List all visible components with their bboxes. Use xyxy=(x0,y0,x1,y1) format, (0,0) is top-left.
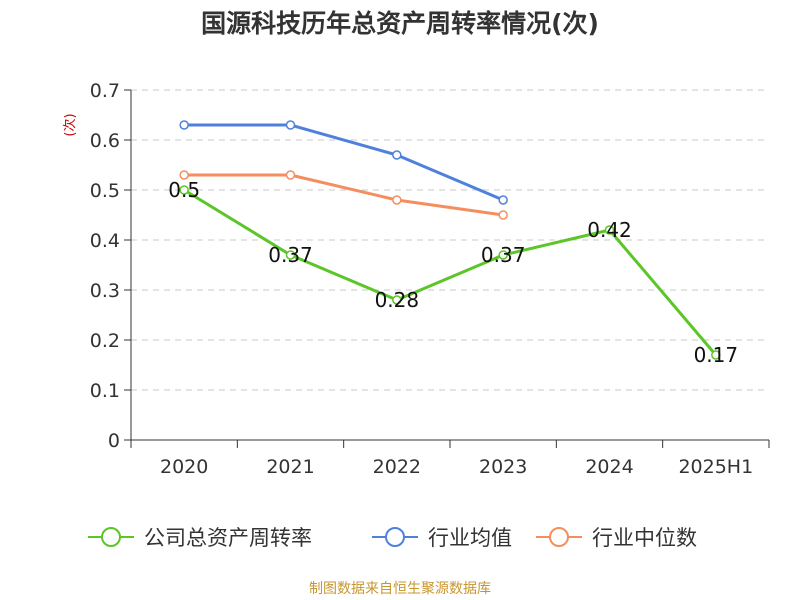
data-label: 0.17 xyxy=(694,343,739,367)
data-source: 制图数据来自恒生聚源数据库 xyxy=(309,581,491,597)
data-point xyxy=(604,225,615,235)
data-point xyxy=(179,185,189,195)
data-point xyxy=(392,295,402,305)
series-line xyxy=(183,188,717,356)
legend: 公司总资产周转率 行业均值 行业中位数 xyxy=(88,526,697,550)
x-tick-label: 2025H1 xyxy=(678,456,753,478)
data-label: 0.37 xyxy=(481,243,526,267)
data-point xyxy=(285,170,296,180)
y-tick-label: 0.2 xyxy=(90,330,120,352)
legend-item: 行业中位数 xyxy=(536,526,697,550)
data-label: 0.42 xyxy=(587,218,632,242)
grid-lines xyxy=(131,89,769,391)
data-point xyxy=(498,250,508,260)
x-tick-label: 2021 xyxy=(266,456,314,478)
data-point xyxy=(392,195,402,205)
x-tick-label: 2024 xyxy=(585,456,633,478)
series-line xyxy=(184,123,504,202)
y-tick-label: 0.4 xyxy=(90,230,120,252)
x-axis: 2020 2021 2022 2023 2024 2025H1 xyxy=(130,439,770,478)
y-axis: 0 0.1 0.2 0.3 0.4 0.5 0.6 0.7 (次) xyxy=(62,80,132,452)
legend-marker xyxy=(101,527,121,547)
legend-marker xyxy=(385,527,405,547)
data-point xyxy=(392,150,402,160)
legend-item: 公司总资产周转率 xyxy=(88,526,312,550)
data-point xyxy=(179,170,189,180)
data-point xyxy=(285,250,296,260)
data-point xyxy=(498,195,508,205)
series-group xyxy=(179,120,721,360)
data-point xyxy=(179,120,189,130)
chart-title: 国源科技历年总资产周转率情况(次) xyxy=(201,9,599,38)
data-label: 0.37 xyxy=(268,243,313,267)
y-tick-label: 0.1 xyxy=(90,380,120,402)
legend-label: 行业均值 xyxy=(428,526,512,550)
x-tick-label: 2020 xyxy=(160,456,208,478)
y-tick-label: 0.5 xyxy=(90,180,120,202)
legend-label: 行业中位数 xyxy=(592,526,697,550)
y-axis-label: (次) xyxy=(62,113,78,136)
data-point xyxy=(285,120,296,130)
legend-label: 公司总资产周转率 xyxy=(144,526,312,550)
data-point xyxy=(711,350,721,360)
data-label: 0.28 xyxy=(375,288,420,312)
data-label: 0.5 xyxy=(168,178,200,202)
y-tick-label: 0 xyxy=(108,430,120,452)
legend-marker xyxy=(549,527,569,547)
x-tick-label: 2022 xyxy=(373,456,421,478)
legend-item: 行业均值 xyxy=(372,526,512,550)
series-line xyxy=(184,173,504,217)
x-tick-label: 2023 xyxy=(479,456,527,478)
data-point xyxy=(498,210,508,220)
y-tick-label: 0.6 xyxy=(90,130,120,152)
data-labels: 0.5 0.37 0.28 0.37 0.42 0.17 xyxy=(168,178,738,367)
y-tick-label: 0.7 xyxy=(90,80,120,102)
y-tick-label: 0.3 xyxy=(90,280,120,302)
